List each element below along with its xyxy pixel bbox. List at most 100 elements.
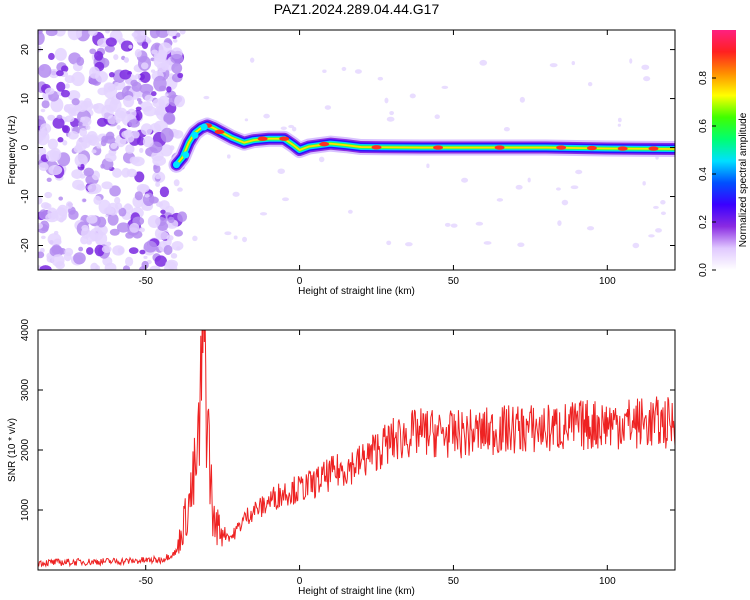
noise-speckle [643,76,651,82]
noise-speckle [147,215,161,229]
noise-speckle [65,83,70,89]
noise-speckle [154,255,167,267]
noise-speckle [129,222,140,233]
y-tick-label: 0 [20,144,31,150]
x-tick-label: 100 [599,576,616,587]
noise-speckle [479,59,488,66]
y-tick-label: -20 [20,238,31,253]
noise-speckle [341,66,347,71]
noise-speckle [318,156,325,163]
noise-speckle [140,123,153,136]
spectrogram-image [38,30,675,270]
noise-speckle [135,158,140,163]
noise-speckle [641,64,650,70]
noise-speckle [77,121,83,126]
noise-speckle [144,94,154,102]
ridge-blob [172,161,180,169]
noise-speckle [38,63,52,78]
spectrogram-panel: -50 0 50 100 -20 -10 0 10 20 Height of straight l… [7,29,676,297]
noise-speckle [232,191,240,197]
noise-speckle [172,38,178,43]
noise-speckle [226,154,231,159]
ridge-blob [200,123,208,131]
noise-speckle [166,30,178,37]
x-tick-label: 100 [599,276,616,287]
noise-speckle [157,52,163,58]
noise-speckle [45,150,60,162]
noise-speckle [143,255,148,259]
noise-speckle [38,251,45,259]
noise-speckle [67,90,81,101]
noise-speckle [347,209,353,214]
noise-speckle [263,113,270,119]
y-axis-label: Frequency (Hz) [7,116,18,185]
noise-speckle [38,147,47,156]
noise-speckle [171,241,184,251]
noise-speckle [139,147,144,153]
noise-speckle [91,149,97,154]
noise-speckle [405,242,413,247]
noise-speckle [96,117,108,127]
noise-speckle [50,210,59,219]
noise-speckle [101,245,112,253]
noise-speckle [94,51,104,61]
noise-speckle [47,138,59,150]
noise-speckle [104,262,117,270]
y-tick-label: 10 [20,93,31,105]
noise-speckle [71,98,80,106]
noise-speckle [73,252,86,265]
ridge-peak [494,145,505,150]
noise-speckle [124,203,132,211]
noise-speckle [76,137,88,151]
colorbar-tick-label: 0.8 [698,71,709,85]
noise-speckle [128,119,140,128]
noise-speckle [277,168,285,174]
noise-speckle [39,220,50,232]
snr-line [38,330,675,568]
noise-speckle [160,209,166,215]
noise-speckle [152,155,167,166]
ridge-peak [319,141,330,147]
noise-speckle [43,203,52,210]
noise-speckle [561,199,569,206]
noise-speckle [224,231,232,236]
noise-speckle [149,30,160,39]
noise-speckle [107,114,117,125]
noise-speckle [377,76,384,81]
noise-speckle [105,131,115,140]
noise-speckle [54,47,67,61]
noise-speckle [68,209,79,220]
noise-speckle [48,52,55,61]
noise-speckle [557,220,562,226]
ridge-band [175,124,675,166]
noise-speckle [115,91,126,100]
noise-speckle [104,152,117,162]
noise-speckle [158,101,166,110]
noise-speckle [135,106,142,111]
noise-speckle [570,185,579,190]
noise-speckle [62,140,68,146]
noise-speckle [76,183,86,191]
noise-speckle [114,82,120,87]
noise-speckle [151,49,158,55]
x-tick-label: -50 [138,276,153,287]
noise-speckle [108,71,115,78]
noise-speckle [324,105,332,110]
noise-speckle [140,30,147,36]
noise-speckle [173,229,183,237]
noise-speckle [71,169,83,179]
noise-speckle [134,191,143,201]
noise-speckle [146,39,152,43]
noise-speckle [517,242,525,248]
x-tick-label: 0 [297,576,303,587]
noise-speckle [83,167,95,177]
colorbar-gradient [712,30,736,270]
noise-speckle [249,57,255,63]
noise-speckle [92,103,99,110]
colorbar-tick-label: 0.0 [698,263,709,277]
ridge-peak [257,136,268,141]
noise-speckle [126,108,137,120]
noise-speckle [123,57,129,63]
noise-speckle [93,195,102,205]
noise-speckle [549,63,558,68]
